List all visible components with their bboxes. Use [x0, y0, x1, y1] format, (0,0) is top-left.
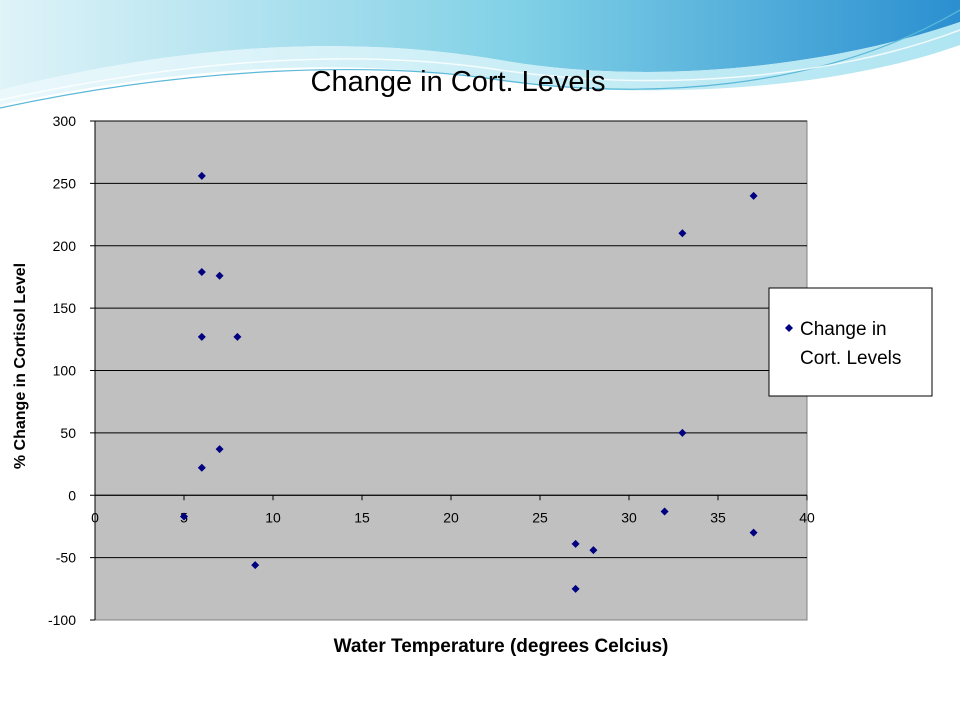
y-tick-label: 100: [53, 363, 77, 379]
y-tick-label: 250: [53, 175, 77, 191]
data-point: [589, 546, 598, 555]
y-tick-label: 50: [60, 425, 76, 441]
data-point: [215, 445, 224, 454]
y-tick-label: 150: [53, 300, 77, 316]
x-tick-label: 0: [91, 509, 99, 525]
x-axis-title: Water Temperature (degrees Celcius): [334, 636, 669, 657]
data-point: [660, 507, 669, 516]
legend-marker-icon: [785, 324, 793, 332]
y-axis: -100 -50 0 50 100 150 200 250 300: [48, 113, 96, 628]
data-point: [678, 428, 687, 437]
data-point: [749, 191, 758, 200]
x-tick-label: 15: [354, 509, 370, 525]
legend-label-line-1: Change in: [800, 319, 887, 340]
data-point: [180, 512, 188, 521]
data-point: [233, 332, 242, 341]
y-axis-title: % Change in Cortisol Level: [12, 263, 29, 469]
x-tick-label: 25: [532, 509, 548, 525]
data-point: [197, 267, 206, 276]
x-tick-label: 40: [799, 509, 815, 525]
x-tick-label: 30: [621, 509, 637, 525]
y-tick-label: 0: [68, 487, 76, 503]
data-point: [678, 229, 687, 238]
data-point: [749, 528, 758, 537]
chart-title: Change in Cort. Levels: [311, 66, 606, 98]
legend: Change in Cort. Levels: [768, 287, 933, 397]
data-point: [571, 584, 580, 593]
data-points: [180, 171, 758, 593]
x-tick-label: 35: [710, 509, 726, 525]
y-tick-label: 200: [53, 238, 77, 254]
data-point: [197, 463, 206, 472]
data-point: [251, 561, 260, 570]
legend-label-line-2: Cort. Levels: [800, 348, 901, 369]
y-tick-label: -100: [48, 612, 76, 628]
wave-decoration-top: [0, 0, 960, 90]
data-point: [197, 332, 206, 341]
x-tick-label: 10: [265, 509, 281, 525]
x-tick-label: 20: [443, 509, 459, 525]
data-point: [197, 171, 206, 180]
legend-box: [768, 287, 933, 397]
data-point: [571, 539, 580, 548]
y-tick-label: 300: [53, 113, 77, 129]
x-axis: 0510152025303540: [91, 494, 815, 525]
wave-decoration-line-2: [0, 29, 960, 101]
data-point: [215, 271, 224, 280]
y-tick-label: -50: [56, 550, 76, 566]
